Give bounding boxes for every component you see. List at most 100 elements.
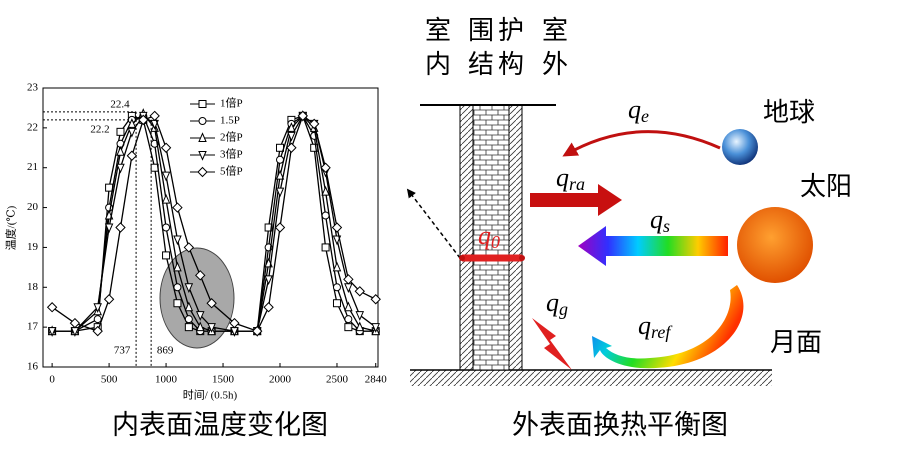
flow-label: qra (556, 163, 585, 194)
marker (263, 302, 274, 313)
marker (115, 222, 126, 233)
x-tick-label: 500 (101, 374, 118, 386)
marker (103, 294, 115, 305)
marker (149, 110, 160, 122)
flow-label: qref (638, 311, 673, 342)
flow-subscript: ra (569, 174, 585, 194)
flow-symbol: q (546, 288, 559, 317)
marker (275, 187, 285, 198)
legend-label: 1倍P (220, 96, 243, 110)
marker (207, 323, 216, 333)
ground-hatch (410, 370, 772, 386)
x-tick-label: 2840 (365, 374, 388, 386)
legend-marker (198, 151, 207, 161)
moon-label: 月面 (770, 328, 822, 357)
marker (195, 270, 206, 281)
marker (287, 122, 296, 132)
earth (722, 129, 758, 165)
marker (344, 323, 353, 332)
legend-marker (198, 132, 207, 142)
marker (173, 235, 182, 246)
marker (264, 275, 273, 286)
column-header: 结构 (468, 50, 528, 79)
marker (127, 127, 137, 138)
reference-hline-label: 22.4 (110, 98, 130, 110)
legend-label: 1.5P (220, 115, 240, 127)
y-axis-label: 温度/(℃) (4, 205, 18, 250)
chart-caption: 内表面温度变化图 (112, 410, 328, 440)
marker (173, 261, 182, 272)
flow-subscript: e (641, 106, 649, 126)
diagram-caption: 外表面换热平衡图 (512, 410, 728, 440)
marker (104, 223, 114, 234)
flow-label: q0 (478, 221, 500, 252)
marker (344, 315, 353, 324)
marker (355, 321, 365, 332)
y-tick-label: 20 (27, 201, 39, 213)
x-axis-label: 时间/ (0.5h) (183, 389, 238, 402)
flow-subscript: g (559, 299, 568, 319)
q0-end (519, 255, 525, 261)
marker (331, 222, 343, 233)
y-tick-label: 23 (27, 82, 39, 94)
marker (161, 193, 171, 204)
marker (308, 118, 320, 130)
sun-label: 太阳 (800, 172, 852, 201)
flow-subscript: 0 (491, 232, 500, 252)
qra-arrow (530, 184, 622, 216)
marker (344, 301, 353, 312)
marker (184, 301, 194, 312)
qe-arrow (562, 130, 721, 157)
legend-marker (198, 100, 207, 108)
marker (332, 283, 341, 292)
marker (287, 131, 296, 142)
marker (173, 299, 182, 308)
legend-label: 2倍P (220, 130, 243, 144)
marker (371, 323, 380, 333)
x-tick-label: 2000 (269, 374, 292, 386)
marker (127, 118, 137, 128)
marker (276, 155, 285, 164)
marker (355, 311, 365, 321)
marker (116, 127, 125, 136)
marker (332, 299, 341, 308)
marker (183, 242, 195, 253)
sun (737, 207, 813, 283)
column-header: 外 (542, 50, 572, 79)
x-tick-label: 0 (49, 374, 55, 386)
marker (229, 317, 240, 329)
marker (321, 211, 330, 220)
qg-bolt (532, 318, 572, 370)
marker (46, 302, 58, 313)
legend-marker (197, 166, 208, 178)
marker (93, 303, 102, 313)
marker (92, 325, 103, 337)
marker (332, 261, 342, 272)
column-header: 内 (425, 50, 455, 79)
marker (116, 146, 125, 156)
marker (184, 323, 193, 332)
flow-symbol: q (478, 221, 491, 250)
marker (195, 321, 205, 332)
q0-end (459, 255, 465, 261)
y-tick-label: 17 (27, 321, 39, 333)
qref-arrow (592, 285, 744, 369)
flow-label: qg (546, 288, 568, 319)
flow-symbol: q (638, 311, 651, 340)
marker (195, 311, 205, 321)
marker (264, 223, 273, 232)
marker (321, 243, 330, 252)
marker (69, 317, 81, 329)
column-header: 室 (425, 16, 455, 45)
marker (173, 283, 182, 292)
flow-symbol: q (556, 163, 569, 192)
marker (370, 294, 381, 305)
marker (138, 114, 149, 126)
reference-vline-label: 869 (157, 345, 174, 357)
x-tick-label: 1500 (212, 374, 235, 386)
y-tick-label: 21 (27, 161, 38, 173)
dashed-arrow (406, 188, 461, 259)
marker (126, 150, 138, 161)
y-tick-label: 18 (27, 281, 39, 293)
